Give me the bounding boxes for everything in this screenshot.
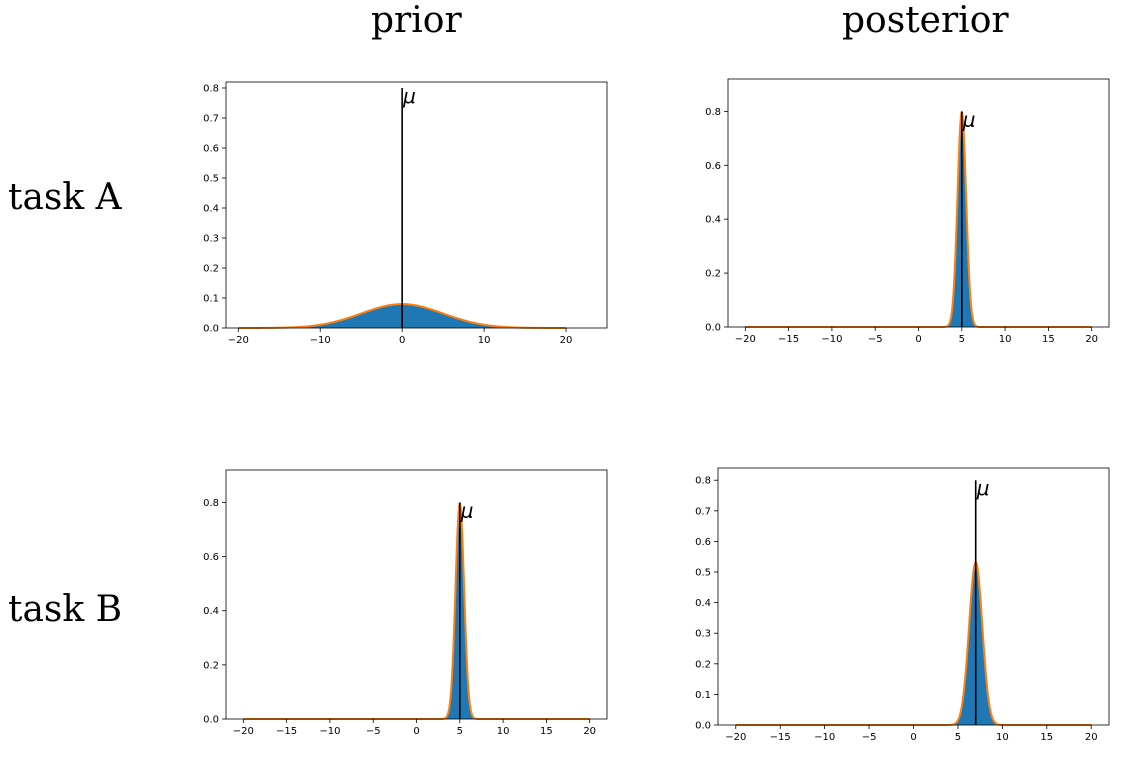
density-curve <box>745 111 1092 328</box>
histogram-fill <box>745 112 1092 327</box>
y-tick-label: 0.2 <box>203 264 219 275</box>
x-tick-label: 5 <box>955 732 961 743</box>
axes-frame <box>225 469 608 720</box>
x-tick-label: 10 <box>996 732 1009 743</box>
x-tick-label: −20 <box>735 334 756 345</box>
x-tick-label: 15 <box>540 726 553 737</box>
axes-frame <box>727 78 1110 328</box>
y-tick-label: 0.7 <box>203 114 219 125</box>
y-tick-label: 0.7 <box>695 506 711 517</box>
x-tick-label: 15 <box>1042 334 1055 345</box>
y-tick-label: 0.4 <box>705 215 721 226</box>
column-title-prior: prior <box>371 0 462 41</box>
density-curve <box>735 561 1092 726</box>
y-tick-label: 0.3 <box>203 234 219 245</box>
x-tick-label: 20 <box>560 335 573 346</box>
x-tick-label: −5 <box>862 732 877 743</box>
y-tick-label: 0.5 <box>695 568 711 579</box>
x-tick-label: −20 <box>233 726 254 737</box>
x-tick-label: −5 <box>868 334 883 345</box>
axes-frame <box>225 81 608 329</box>
column-title-posterior: posterior <box>842 0 1009 41</box>
x-tick-label: 20 <box>1085 334 1098 345</box>
row-title-task-b: task B <box>8 589 123 630</box>
y-tick-label: 0.0 <box>695 721 711 732</box>
x-tick-label: −15 <box>276 726 297 737</box>
y-tick-label: 0.0 <box>203 324 219 335</box>
x-tick-label: 10 <box>478 335 491 346</box>
y-tick-label: 0.5 <box>203 174 219 185</box>
y-tick-label: 0.8 <box>203 498 219 509</box>
y-tick-label: 0.4 <box>203 204 219 215</box>
x-tick-label: 0 <box>413 726 419 737</box>
y-tick-label: 0.8 <box>203 84 219 95</box>
x-tick-label: −20 <box>228 335 249 346</box>
y-tick-label: 0.6 <box>203 144 219 155</box>
x-tick-label: 20 <box>1085 732 1098 743</box>
y-tick-label: 0.2 <box>203 660 219 671</box>
x-tick-label: −10 <box>319 726 340 737</box>
y-tick-label: 0.2 <box>705 269 721 280</box>
y-tick-label: 0.6 <box>695 537 711 548</box>
y-tick-label: 0.0 <box>203 715 219 726</box>
chart-task-a-prior: μ −20 −10 0 10 20 0.0 0.1 0.2 0.3 0.4 0.5 0.6 0.7 0.8 <box>203 81 608 346</box>
x-tick-label: −10 <box>814 732 835 743</box>
histogram-fill <box>243 503 590 719</box>
x-tick-label: −15 <box>770 732 791 743</box>
x-tick-label: 20 <box>583 726 596 737</box>
x-tick-label: −5 <box>366 726 381 737</box>
x-tick-label: −20 <box>725 732 746 743</box>
x-tick-label: 5 <box>457 726 463 737</box>
x-tick-label: −15 <box>778 334 799 345</box>
mu-label: μ <box>402 84 416 108</box>
x-tick-label: 0 <box>915 334 921 345</box>
histogram-fill <box>735 562 1092 725</box>
y-tick-label: 0.4 <box>695 598 711 609</box>
y-tick-label: 0.3 <box>695 629 711 640</box>
x-tick-label: 10 <box>497 726 510 737</box>
chart-task-b-prior: μ −20 −15 −10 −5 0 5 10 15 20 0.0 0.2 0.4 0.6 0.8 <box>203 469 608 737</box>
mu-label: μ <box>962 107 976 131</box>
y-tick-label: 0.6 <box>203 552 219 563</box>
y-tick-label: 0.2 <box>695 659 711 670</box>
x-tick-label: 15 <box>1040 732 1053 743</box>
y-tick-label: 0.0 <box>705 323 721 334</box>
chart-task-a-posterior: μ −20 −15 −10 −5 0 5 10 15 20 0.0 0.2 0.4 0.6 0.8 <box>705 78 1110 345</box>
x-tick-label: 5 <box>959 334 965 345</box>
x-tick-label: −10 <box>821 334 842 345</box>
mu-label: μ <box>976 476 990 500</box>
y-tick-label: 0.1 <box>203 294 219 305</box>
mu-label: μ <box>460 498 474 522</box>
density-curve <box>243 502 590 720</box>
y-tick-label: 0.8 <box>695 476 711 487</box>
x-tick-label: −10 <box>310 335 331 346</box>
chart-task-b-posterior: μ −20 −15 −10 −5 0 5 10 15 20 0.0 0.1 0.2 0.3 0.4 0.5 0.… <box>695 467 1110 743</box>
x-tick-label: 10 <box>999 334 1012 345</box>
x-tick-label: 0 <box>910 732 916 743</box>
axes-frame <box>717 467 1110 726</box>
y-tick-label: 0.6 <box>705 161 721 172</box>
x-tick-label: 0 <box>399 335 405 346</box>
y-tick-label: 0.4 <box>203 606 219 617</box>
y-tick-label: 0.1 <box>695 690 711 701</box>
row-title-task-a: task A <box>8 177 122 218</box>
y-tick-label: 0.8 <box>705 107 721 118</box>
